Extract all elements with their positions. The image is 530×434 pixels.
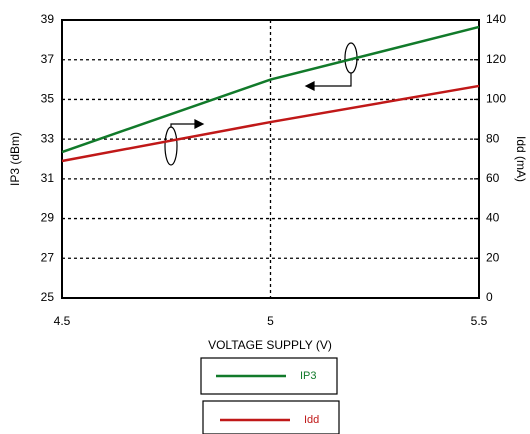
- y-axis-label: IP3 (dBm): [8, 132, 22, 186]
- x-tick-label: 5.5: [471, 314, 488, 328]
- y-tick-label: 25: [41, 290, 55, 304]
- legend-box: [202, 400, 340, 434]
- annotations: [164, 42, 358, 166]
- legend-box: [200, 357, 338, 395]
- y-tick-label: 29: [41, 211, 55, 225]
- y2-tick-label: 80: [486, 131, 500, 145]
- series-line: [61, 25, 480, 154]
- y2-tick-label: 40: [486, 211, 500, 225]
- y-tick-label: 27: [41, 250, 55, 264]
- y-tick-label: 37: [41, 52, 55, 66]
- legend-label: Idd: [304, 414, 319, 426]
- plot-frame: [61, 19, 480, 299]
- y2-tick-label: 0: [486, 290, 493, 304]
- y-tick-label: 31: [41, 171, 55, 185]
- y2-tick-label: 120: [486, 52, 506, 66]
- y2-axis-label: Idd (mA): [514, 136, 528, 182]
- y2-tick-label: 140: [486, 12, 506, 26]
- x-tick-label: 5: [267, 314, 274, 328]
- x-axis-label: VOLTAGE SUPPLY (V): [208, 338, 332, 352]
- legend-label: IP3: [300, 370, 317, 382]
- y2-tick-label: 100: [486, 92, 506, 106]
- x-tick-label: 4.5: [54, 314, 71, 328]
- y2-tick-label: 60: [486, 171, 500, 185]
- y-tick-label: 35: [41, 92, 55, 106]
- series-line: [61, 84, 480, 163]
- y-tick-label: 33: [41, 131, 55, 145]
- y-tick-label: 39: [41, 12, 55, 26]
- y2-tick-label: 20: [486, 250, 500, 264]
